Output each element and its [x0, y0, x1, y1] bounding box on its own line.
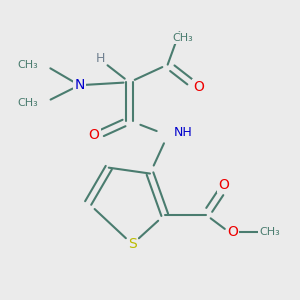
Text: O: O	[218, 178, 229, 192]
Text: O: O	[88, 128, 100, 142]
Text: O: O	[193, 80, 204, 94]
Text: O: O	[227, 225, 238, 239]
Text: H: H	[95, 52, 105, 65]
Text: NH: NH	[174, 126, 192, 139]
Text: CH₃: CH₃	[17, 98, 38, 108]
Text: CH₃: CH₃	[259, 227, 280, 237]
Text: S: S	[128, 237, 137, 251]
Text: CH₃: CH₃	[172, 33, 193, 43]
Text: N: N	[74, 78, 85, 92]
Text: CH₃: CH₃	[17, 60, 38, 70]
